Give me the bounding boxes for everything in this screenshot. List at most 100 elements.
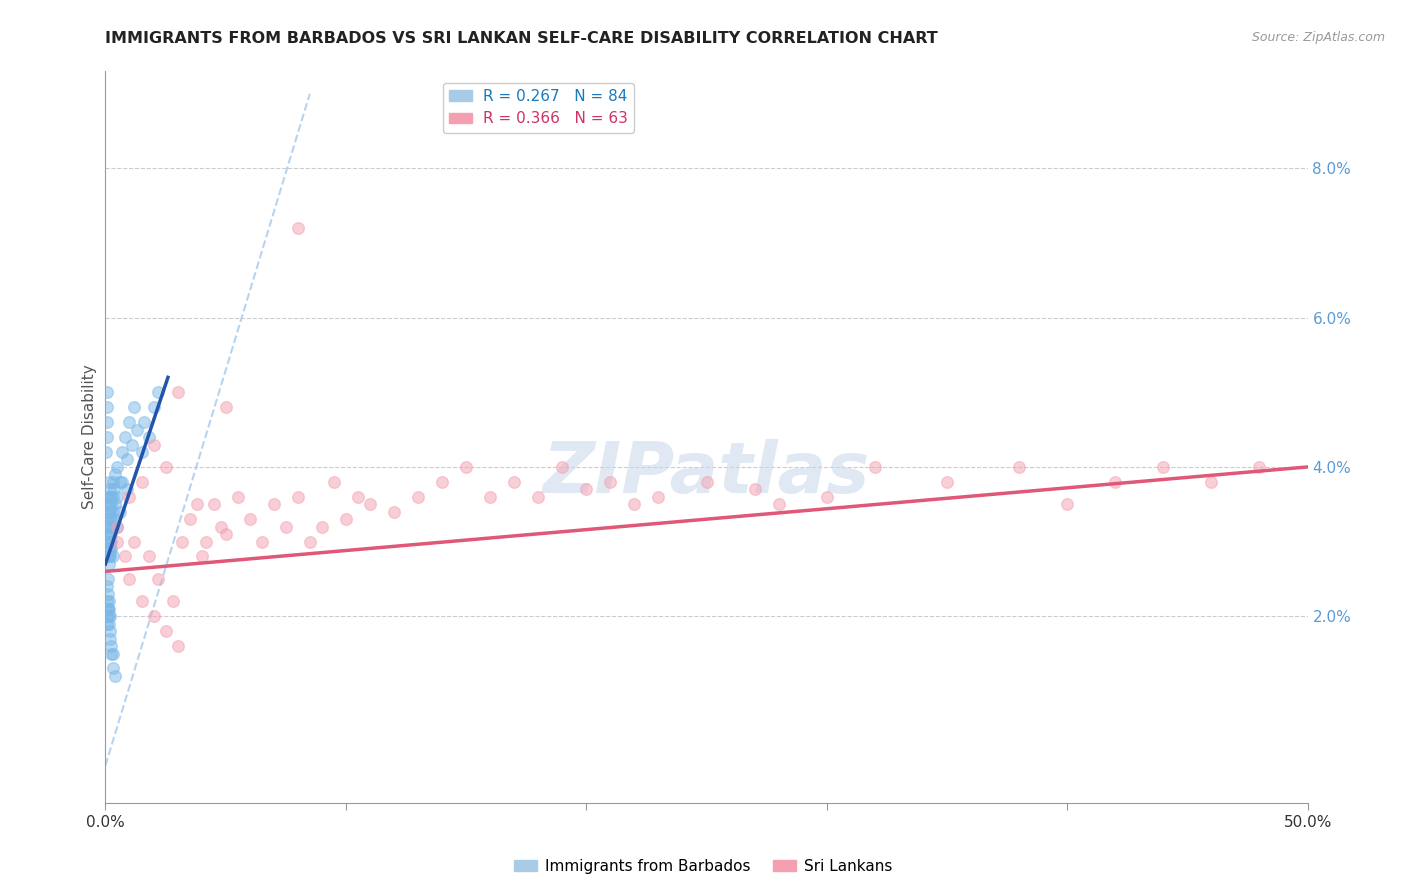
Point (155, 624, 177, 639)
Point (96, 401, 118, 415)
Point (111, 475, 134, 489)
Point (1104, 475, 1126, 489)
Point (430, 475, 453, 489)
Point (359, 497, 381, 511)
Point (132, 415, 155, 429)
Point (124, 534, 146, 549)
Point (104, 669, 127, 683)
Point (186, 497, 208, 511)
Point (97, 497, 120, 511)
Point (179, 512, 201, 526)
Point (250, 534, 273, 549)
Point (311, 519, 333, 533)
Point (214, 401, 236, 415)
Point (98, 609, 121, 624)
Point (98, 490, 121, 504)
Point (768, 497, 790, 511)
Point (97, 609, 120, 624)
Point (108, 475, 131, 489)
Point (98, 549, 121, 564)
Point (107, 459, 129, 474)
Point (97, 557, 120, 571)
Point (104, 497, 127, 511)
Point (647, 490, 669, 504)
Point (1249, 459, 1271, 474)
Point (527, 490, 550, 504)
Point (97, 534, 120, 549)
Point (287, 490, 309, 504)
Point (115, 452, 138, 467)
Point (96, 445, 118, 459)
Point (551, 459, 574, 474)
Point (101, 475, 124, 489)
Point (263, 497, 285, 511)
Point (98, 512, 121, 526)
Point (142, 437, 165, 451)
Point (209, 519, 232, 533)
Point (166, 385, 188, 400)
Point (103, 512, 125, 526)
Legend: Immigrants from Barbados, Sri Lankans: Immigrants from Barbados, Sri Lankans (508, 853, 898, 880)
Point (155, 459, 177, 474)
Point (98, 534, 121, 549)
Point (97, 512, 120, 526)
Point (100, 497, 122, 511)
Point (115, 483, 138, 497)
Point (98, 616, 121, 631)
Y-axis label: Self-Care Disability: Self-Care Disability (82, 365, 97, 509)
Point (142, 401, 165, 415)
Point (118, 415, 141, 429)
Point (815, 490, 838, 504)
Point (1152, 459, 1174, 474)
Point (298, 534, 321, 549)
Point (863, 459, 886, 474)
Point (214, 527, 236, 541)
Point (454, 459, 477, 474)
Point (623, 497, 645, 511)
Point (131, 445, 153, 459)
Point (96, 609, 118, 624)
Point (96, 616, 118, 631)
Point (107, 519, 129, 533)
Point (107, 519, 129, 533)
Point (114, 549, 136, 564)
Point (97, 601, 120, 615)
Point (503, 475, 526, 489)
Point (335, 512, 357, 526)
Point (575, 483, 598, 497)
Point (239, 512, 262, 526)
Point (100, 527, 122, 541)
Point (98, 624, 121, 639)
Point (101, 490, 124, 504)
Point (274, 519, 297, 533)
Point (142, 609, 165, 624)
Point (97, 490, 120, 504)
Point (1056, 497, 1078, 511)
Point (96, 415, 118, 429)
Point (97, 594, 120, 608)
Point (98, 549, 121, 564)
Point (124, 401, 146, 415)
Point (98, 632, 121, 646)
Text: IMMIGRANTS FROM BARBADOS VS SRI LANKAN SELF-CARE DISABILITY CORRELATION CHART: IMMIGRANTS FROM BARBADOS VS SRI LANKAN S… (105, 31, 938, 46)
Point (100, 534, 122, 549)
Point (97, 542, 120, 557)
Point (131, 594, 153, 608)
Point (98, 527, 121, 541)
Legend: R = 0.267   N = 84, R = 0.366   N = 63: R = 0.267 N = 84, R = 0.366 N = 63 (443, 83, 634, 133)
Point (97, 519, 120, 533)
Point (98, 519, 121, 533)
Point (100, 639, 122, 653)
Point (226, 490, 249, 504)
Point (118, 490, 141, 504)
Point (101, 549, 124, 564)
Point (101, 661, 124, 675)
Point (696, 475, 718, 489)
Text: ZIPatlas: ZIPatlas (543, 439, 870, 508)
Point (322, 475, 344, 489)
Point (100, 647, 122, 661)
Point (98, 497, 121, 511)
Point (101, 505, 124, 519)
Point (96, 385, 118, 400)
Point (97, 601, 120, 615)
